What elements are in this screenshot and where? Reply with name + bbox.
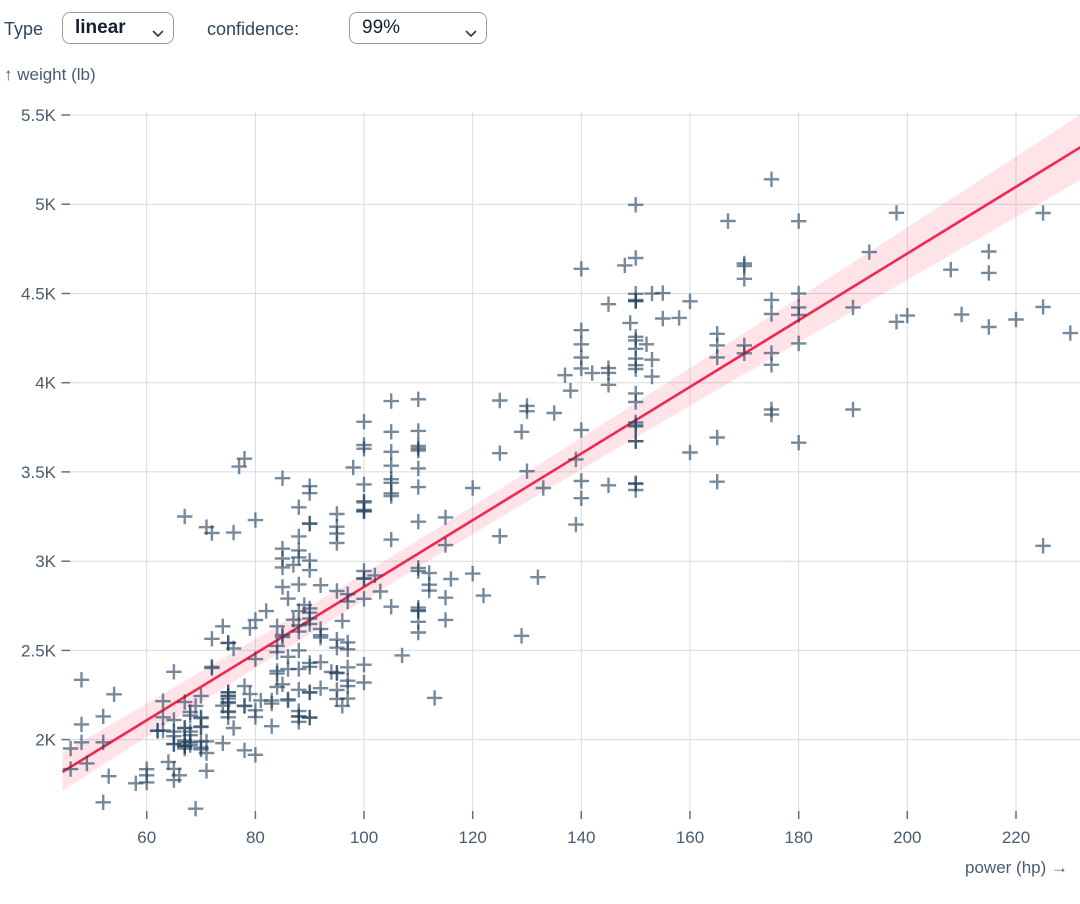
svg-text:120: 120 xyxy=(459,828,487,847)
svg-text:2.5K: 2.5K xyxy=(21,641,57,660)
type-label: Type xyxy=(4,19,44,39)
grid-layer xyxy=(70,112,1080,811)
y-axis-title: ↑ weight (lb) xyxy=(4,65,96,84)
svg-text:100: 100 xyxy=(350,828,378,847)
svg-text:200: 200 xyxy=(893,828,921,847)
svg-text:2K: 2K xyxy=(35,731,56,750)
svg-text:220: 220 xyxy=(1002,828,1030,847)
svg-text:160: 160 xyxy=(676,828,704,847)
confidence-band xyxy=(62,114,1080,791)
svg-text:180: 180 xyxy=(785,828,813,847)
svg-text:5.5K: 5.5K xyxy=(21,106,57,125)
type-select[interactable]: linear xyxy=(62,12,174,44)
svg-text:3K: 3K xyxy=(35,552,56,571)
svg-text:3.5K: 3.5K xyxy=(21,463,57,482)
scatter-points xyxy=(62,171,1078,817)
svg-text:60: 60 xyxy=(137,828,156,847)
tick-labels: 60 80 100 120 140 160 180 200 220 2K 2.5K 3K 3.5K 4K 4… xyxy=(21,106,1030,847)
svg-text:80: 80 xyxy=(246,828,265,847)
tick-layer xyxy=(61,114,1017,819)
confidence-select[interactable]: 99% xyxy=(349,12,487,44)
svg-text:4.5K: 4.5K xyxy=(21,285,57,304)
svg-text:140: 140 xyxy=(567,828,595,847)
svg-text:4K: 4K xyxy=(35,374,56,393)
confidence-label: confidence: xyxy=(207,19,300,39)
x-axis-title: power (hp) → xyxy=(965,858,1068,877)
svg-text:5K: 5K xyxy=(35,195,56,214)
